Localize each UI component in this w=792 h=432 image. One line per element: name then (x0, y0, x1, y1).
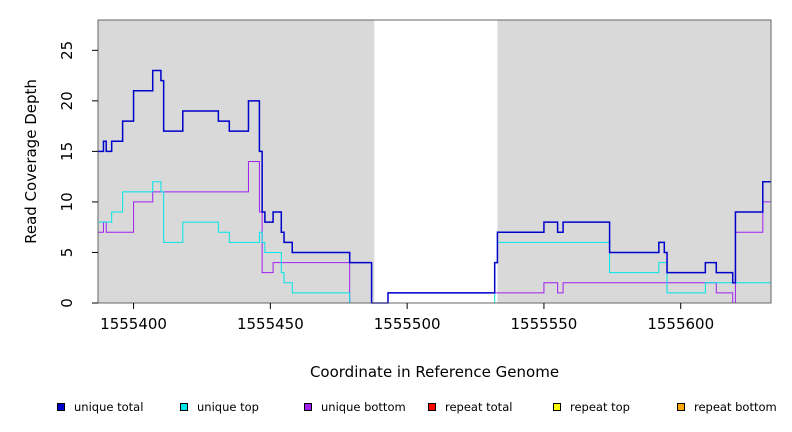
x-tick-label-1555600: 1555600 (647, 315, 714, 333)
legend-label-unique-total: unique total (74, 400, 144, 414)
y-axis: 0 5 10 15 20 25 (58, 41, 98, 308)
shaded-region-2 (497, 20, 771, 303)
shaded-regions (98, 20, 771, 303)
legend-swatch-unique-total (57, 403, 65, 411)
legend-label-repeat-top: repeat top (570, 400, 630, 414)
legend: unique total unique top unique bottom repea… (0, 400, 792, 420)
y-axis-title: Read Coverage Depth (22, 79, 40, 244)
x-tick-label-1555400: 1555400 (100, 315, 167, 333)
plot-frame (97, 19, 772, 304)
legend-label-repeat-total: repeat total (445, 400, 513, 414)
x-axis: 1555400 1555450 1555500 1555550 1555600 (100, 303, 714, 333)
legend-item-repeat-total: repeat total (428, 400, 512, 414)
legend-swatch-repeat-top (553, 403, 561, 411)
shaded-region-1 (98, 20, 375, 303)
y-tick-label-5: 5 (58, 248, 76, 258)
legend-item-unique-bottom: unique bottom (304, 400, 406, 414)
y-tick-label-15: 15 (58, 142, 76, 161)
legend-label-unique-bottom: unique bottom (321, 400, 406, 414)
legend-item-repeat-top: repeat top (553, 400, 630, 414)
legend-swatch-repeat-total (428, 403, 436, 411)
legend-swatch-repeat-bottom (677, 403, 685, 411)
legend-swatch-unique-top (180, 403, 188, 411)
x-tick-label-1555500: 1555500 (374, 315, 441, 333)
series-line-unique-total (98, 69, 771, 304)
x-tick-label-1555450: 1555450 (237, 315, 304, 333)
legend-label-unique-top: unique top (197, 400, 259, 414)
legend-swatch-unique-bottom (304, 403, 312, 411)
y-tick-label-0: 0 (58, 298, 76, 308)
y-tick-label-20: 20 (58, 91, 76, 110)
legend-item-unique-total: unique total (57, 400, 143, 414)
y-tick-label-25: 25 (58, 41, 76, 60)
legend-item-repeat-bottom: repeat bottom (677, 400, 777, 414)
y-tick-label-10: 10 (58, 192, 76, 211)
x-tick-label-1555550: 1555550 (511, 315, 578, 333)
coverage-chart: 1555400 1555450 1555500 1555550 1555600 0 5 10… (22, 19, 772, 381)
x-axis-title: Coordinate in Reference Genome (310, 363, 559, 381)
legend-item-unique-top: unique top (180, 400, 259, 414)
series-line-unique-top (98, 181, 771, 304)
legend-label-repeat-bottom: repeat bottom (694, 400, 777, 414)
